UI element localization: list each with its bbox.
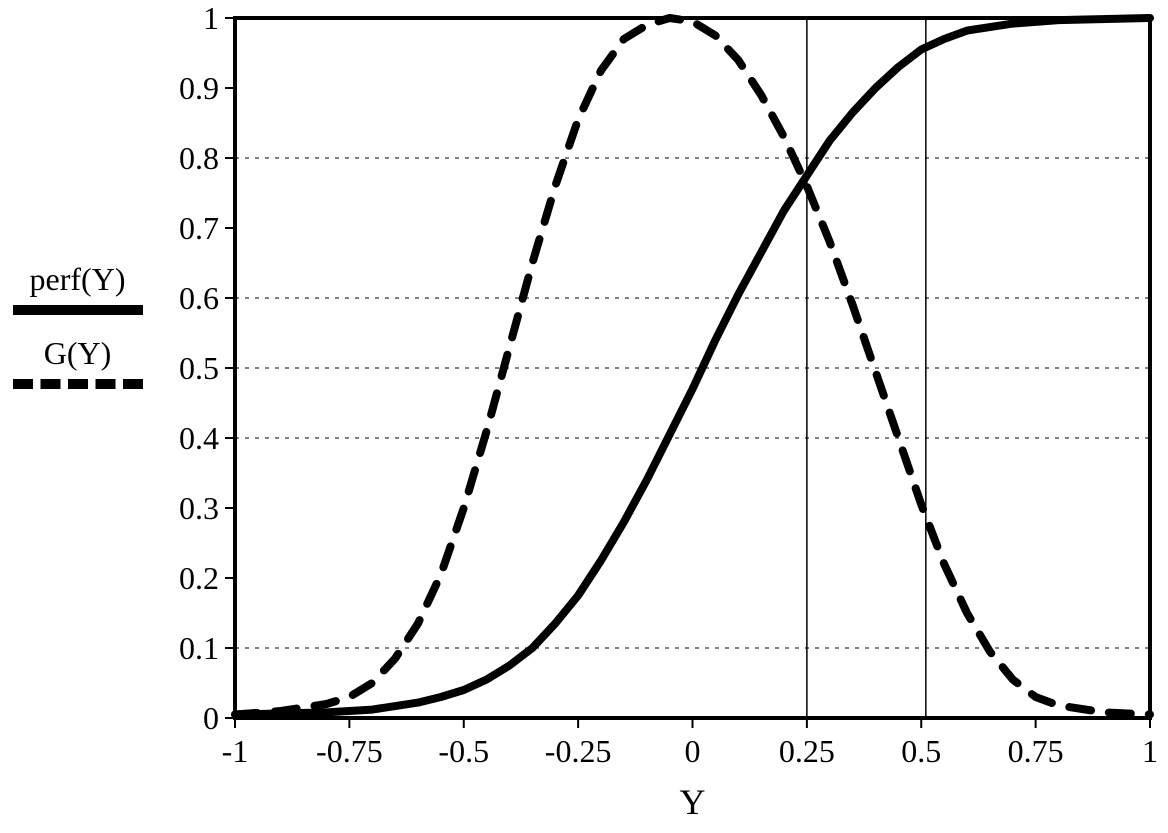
xtick-label: -0.75 (316, 733, 383, 769)
ytick-label: 0.9 (179, 70, 219, 106)
ytick-label: 1 (203, 0, 219, 36)
xtick-label: -0.5 (438, 733, 489, 769)
xtick-label: 0.5 (901, 733, 941, 769)
ytick-label: 0.8 (179, 140, 219, 176)
plot-border (235, 18, 1150, 718)
ytick-label: 0 (203, 700, 219, 736)
xtick-label: 0.75 (1008, 733, 1064, 769)
series-G(Y) (235, 18, 1150, 715)
xtick-label: 0.25 (779, 733, 835, 769)
xtick-label: 1 (1142, 733, 1158, 769)
legend-label-perf: perf(Y) (0, 260, 155, 298)
ytick-label: 0.1 (179, 630, 219, 666)
plot-area: 0 0.1 0.2 0.3 0.4 0.5 0.6 0.7 0.8 0.9 1 -1 -0.75 -0.5… (155, 0, 1168, 833)
legend-label-g: G(Y) (0, 334, 155, 372)
ytick-label: 0.6 (179, 280, 219, 316)
legend-line-solid (0, 298, 155, 322)
chart-svg: 0 0.1 0.2 0.3 0.4 0.5 0.6 0.7 0.8 0.9 1 -1 -0.75 -0.5… (155, 0, 1168, 833)
xtick-label: 0 (685, 733, 701, 769)
ytick-label: 0.2 (179, 560, 219, 596)
legend-line-dashed (0, 372, 155, 396)
ytick-label: 0.5 (179, 350, 219, 386)
xtick-label: -0.25 (545, 733, 612, 769)
series-perf(Y) (235, 18, 1150, 715)
ytick-label: 0.3 (179, 490, 219, 526)
ytick-label: 0.4 (179, 420, 219, 456)
xtick-label: -1 (222, 733, 249, 769)
ytick-label: 0.7 (179, 210, 219, 246)
legend: perf(Y) G(Y) (0, 260, 155, 408)
x-axis-title: Y (680, 782, 706, 822)
chart-container: perf(Y) G(Y) 0 0.1 0.2 0.3 0.4 0.5 0.6 0.7 0.8 0.… (0, 0, 1168, 833)
